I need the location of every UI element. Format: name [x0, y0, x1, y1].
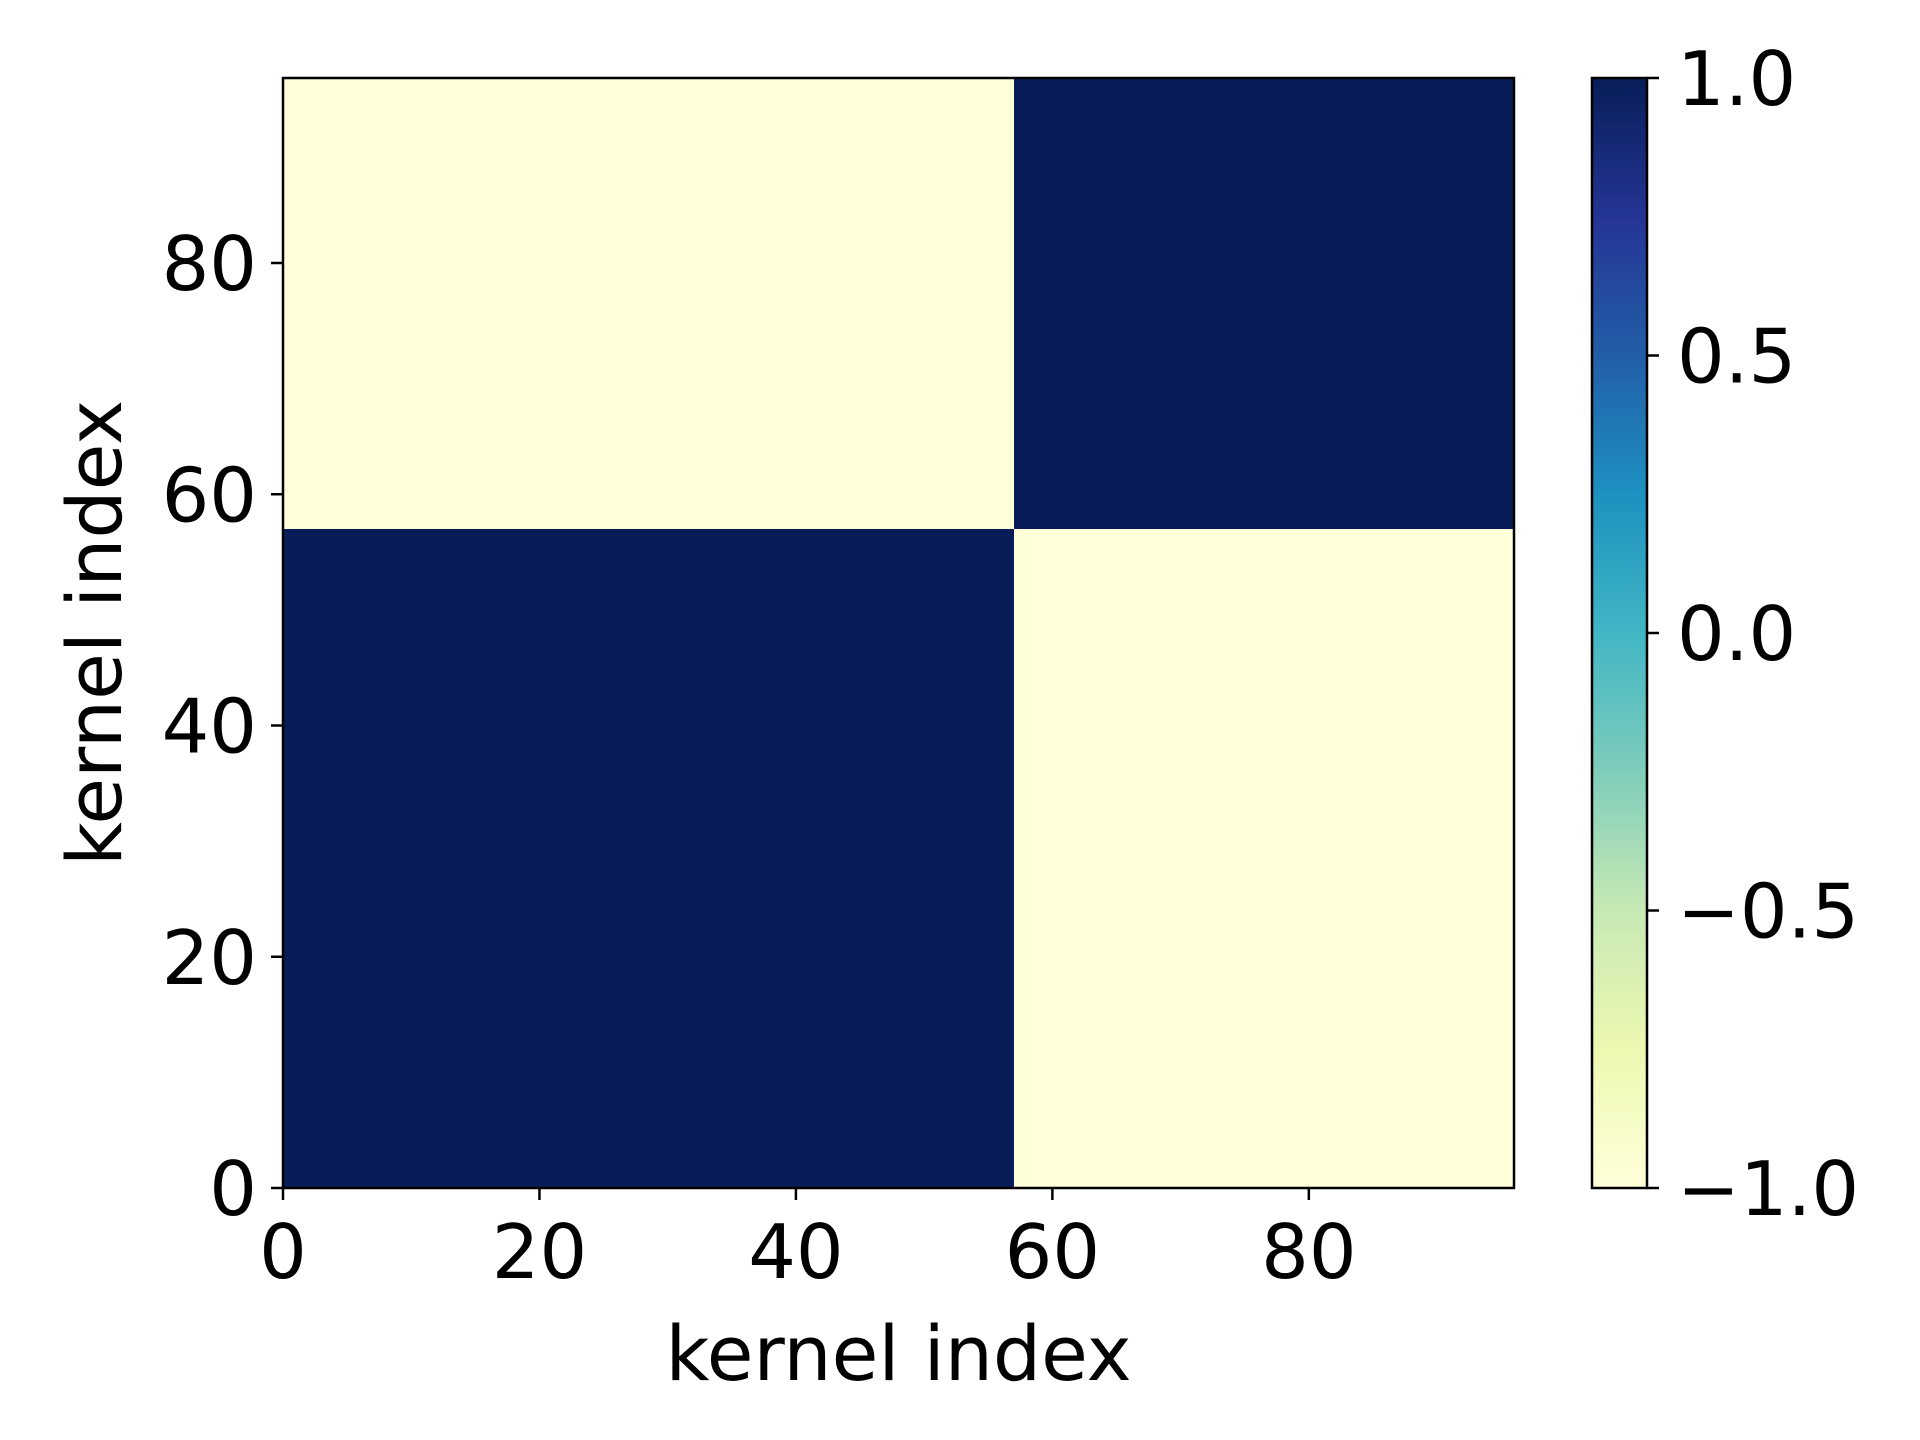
colorbar-tick-label: 1.0: [1677, 35, 1796, 123]
x-tick-label: 60: [1005, 1208, 1100, 1296]
y-axis-title: kernel index: [50, 400, 139, 866]
plot-area-frame: [281, 76, 1516, 1190]
x-axis: 0 20 40 60 80: [259, 1188, 1357, 1296]
x-tick-label: 80: [1261, 1208, 1356, 1296]
y-tick-label: 0: [209, 1145, 257, 1233]
heatmap-block-4: [1013, 78, 1514, 529]
colorbar-axis: 1.0 0.5 0.0 −0.5 −1.0: [1647, 35, 1859, 1233]
colorbar-tick-label: −0.5: [1677, 868, 1859, 956]
heatmap-block-3: [283, 78, 1014, 529]
x-tick-label: 40: [748, 1208, 843, 1296]
y-tick-label: 60: [162, 451, 257, 539]
colorbar: [1592, 78, 1647, 1188]
heatmap-block-1: [283, 528, 1014, 1188]
x-tick-label: 0: [259, 1208, 307, 1296]
y-tick-label: 20: [162, 914, 257, 1002]
colorbar-tick-label: 0.0: [1677, 590, 1796, 678]
colorbar-tick-label: −1.0: [1677, 1145, 1859, 1233]
x-axis-title: kernel index: [665, 1309, 1131, 1398]
heatmap-cells: [283, 78, 1514, 1188]
y-axis: 0 20 40 60 80: [162, 220, 283, 1233]
y-tick-label: 40: [162, 683, 257, 771]
x-tick-label: 20: [492, 1208, 587, 1296]
heatmap-block-2: [1013, 528, 1514, 1188]
y-tick-label: 80: [162, 220, 257, 308]
colorbar-tick-label: 0.5: [1677, 313, 1796, 401]
